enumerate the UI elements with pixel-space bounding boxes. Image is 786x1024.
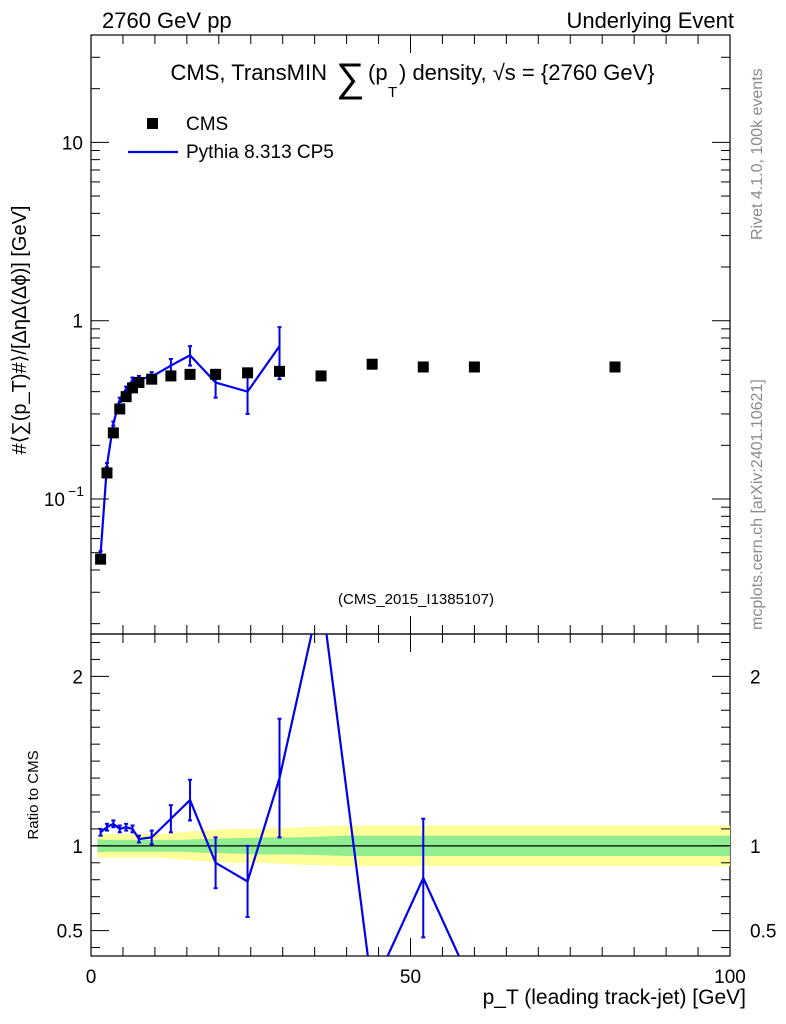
cms-data-point	[165, 370, 177, 382]
ratio-y-tick-label-right: 2	[750, 667, 761, 688]
cms-data-point	[120, 391, 132, 403]
cms-data-point	[417, 361, 429, 373]
ratio-y-tick-label-right: 0.5	[750, 922, 776, 943]
cms-data-point	[133, 377, 145, 389]
cms-data-point	[366, 358, 378, 370]
cms-data-point	[468, 361, 480, 373]
legend-cms-marker	[147, 118, 158, 129]
x-axis-label: p_T (leading track-jet) [GeV]	[483, 986, 746, 1009]
ratio-y-tick-label: 0.5	[57, 922, 83, 943]
cms-data-point	[107, 427, 119, 439]
legend-cms-label: CMS	[186, 114, 228, 135]
header-right: Underlying Event	[566, 8, 734, 33]
title-sum-symbol: ∑	[336, 56, 365, 100]
ratio-y-axis-label: Ratio to CMS	[25, 750, 42, 839]
main-y-tick-label: 10	[62, 133, 83, 154]
cms-data-point	[210, 368, 222, 380]
cms-data-point	[146, 373, 158, 385]
legend-pythia-label: Pythia 8.313 CP5	[186, 142, 334, 163]
title-pt: (p	[368, 60, 388, 85]
cms-data-point	[101, 467, 113, 479]
mcplots-label: mcplots.cern.ch [arXiv:2401.10621]	[749, 379, 766, 630]
cms-data-point	[315, 370, 327, 382]
ratio-pythia-line	[99, 634, 461, 956]
ratio-y-tick-label: 2	[72, 667, 83, 688]
cms-data-point	[184, 368, 196, 380]
x-tick-label: 50	[400, 967, 421, 988]
ratio-y-tick-label-right: 1	[750, 837, 761, 858]
main-y-axis-label: #⟨∑(p_T)#⟩/[ΔηΔ(Δϕ)] [GeV]	[9, 206, 31, 455]
ratio-y-tick-label: 1	[72, 837, 83, 858]
rivet-label: Rivet 4.1.0, 100k events	[749, 68, 766, 240]
title-suffix: ) density, √s = {2760 GeV}	[399, 60, 655, 85]
main-y-tick-exponent: −1	[68, 483, 84, 499]
cms-data-point	[127, 382, 139, 394]
legend: CMS Pythia 8.313 CP5	[128, 114, 334, 163]
title-pt-subscript: T	[388, 84, 397, 101]
title-prefix: CMS, TransMIN	[171, 60, 327, 85]
plot-title: CMS, TransMIN ∑ (p T ) density, √s = {27…	[171, 56, 655, 101]
x-tick-label: 100	[714, 967, 746, 988]
cms-data-point	[609, 361, 621, 373]
cms-data-point	[114, 403, 126, 415]
main-y-tick-label: 1	[72, 312, 83, 333]
header-left: 2760 GeV pp	[102, 8, 232, 33]
analysis-id: (CMS_2015_I1385107)	[338, 591, 494, 608]
x-tick-label: 0	[86, 967, 97, 988]
cms-data-point	[274, 365, 286, 377]
cms-data-point	[242, 367, 254, 379]
main-y-tick-label: 10	[44, 490, 65, 511]
cms-data-point	[95, 553, 107, 565]
